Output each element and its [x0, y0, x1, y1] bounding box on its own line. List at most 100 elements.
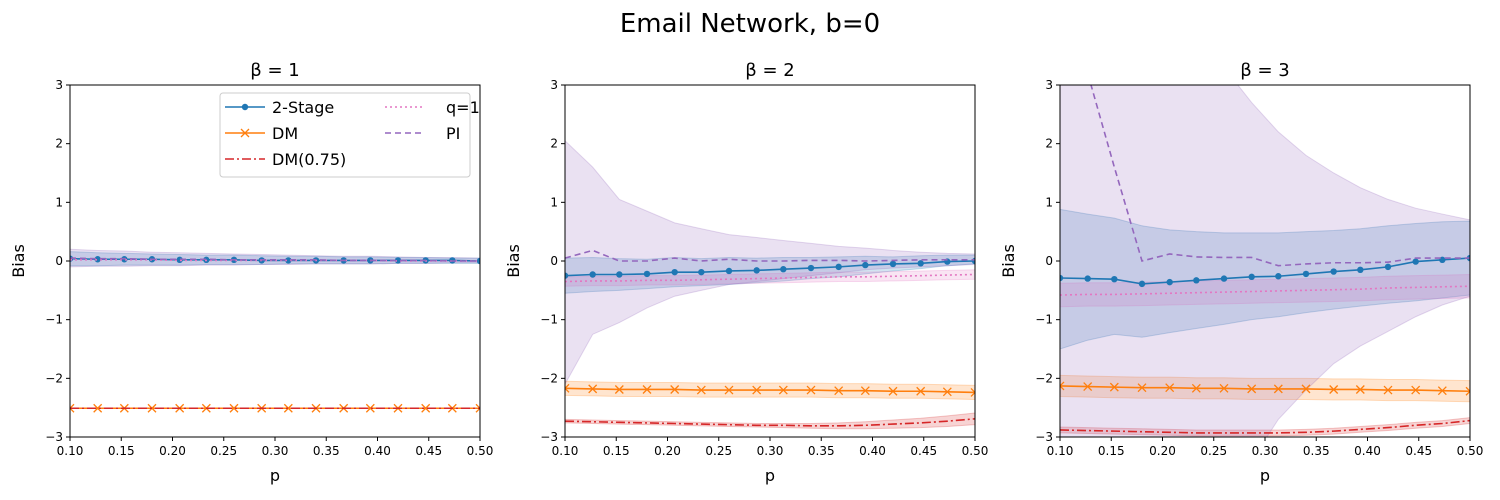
series-line: [1060, 419, 1470, 434]
y-axis-label: Bias: [9, 244, 28, 278]
marker: [1465, 386, 1470, 396]
marker: [1109, 382, 1119, 392]
marker: [1411, 385, 1421, 395]
legend-label: DM: [272, 124, 298, 143]
marker: [1437, 386, 1447, 396]
marker: [862, 261, 869, 269]
marker: [643, 270, 651, 278]
confidence-band: [70, 248, 480, 268]
marker: [365, 403, 375, 413]
marker: [752, 385, 762, 395]
marker: [942, 387, 952, 397]
plot-area: [565, 140, 975, 430]
y-tick-label: 3: [550, 78, 558, 92]
y-tick-label: 0: [55, 254, 63, 268]
y-tick-label: 3: [55, 78, 63, 92]
marker: [970, 387, 975, 397]
y-tick-label: 2: [55, 137, 63, 151]
marker: [1060, 381, 1065, 391]
series-line: [1060, 285, 1470, 296]
marker: [1165, 383, 1175, 393]
x-tick-label: 0.30: [262, 444, 289, 458]
marker: [753, 267, 760, 274]
marker: [1247, 384, 1257, 394]
series-line: [1060, 257, 1470, 285]
marker: [860, 386, 870, 396]
series-line: [1060, 385, 1470, 393]
marker: [476, 257, 480, 265]
marker: [889, 260, 897, 268]
x-tick-label: 0.50: [1457, 444, 1484, 458]
y-tick-label: −2: [540, 371, 558, 385]
marker: [642, 385, 652, 394]
marker: [1301, 384, 1311, 394]
x-tick-label: 0.45: [910, 444, 937, 458]
series-line: [1090, 85, 1470, 267]
x-tick-label: 0.15: [603, 444, 630, 458]
legend-label: 2-Stage: [272, 98, 334, 117]
marker: [565, 272, 569, 279]
legend-box: [219, 92, 471, 178]
marker: [285, 257, 292, 264]
marker: [1060, 274, 1064, 282]
series-line: [565, 418, 975, 427]
marker: [696, 385, 706, 395]
marker: [394, 257, 402, 264]
x-tick-label: 0.20: [654, 444, 681, 458]
marker: [283, 403, 293, 413]
y-tick-label: 0: [1045, 254, 1053, 268]
x-tick-label: 0.35: [808, 444, 835, 458]
y-tick-label: −2: [45, 371, 63, 385]
y-tick-label: 1: [55, 195, 63, 209]
x-tick-label: 0.35: [313, 444, 340, 458]
series-line: [565, 387, 975, 394]
marker: [176, 256, 183, 264]
series-line: [565, 249, 975, 262]
y-tick-label: 0: [550, 254, 558, 268]
x-tick-label: 0.50: [467, 444, 494, 458]
marker: [724, 385, 734, 395]
marker: [616, 271, 623, 278]
marker: [698, 268, 705, 276]
marker: [1219, 383, 1229, 393]
legend-marker: [241, 103, 249, 111]
marker: [588, 384, 598, 394]
x-tick-label: 0.45: [1405, 444, 1432, 458]
y-tick-label: −1: [540, 313, 558, 327]
marker: [778, 385, 788, 395]
y-axis-label: Bias: [504, 244, 523, 278]
marker: [916, 386, 926, 396]
legend-label: DM(0.75): [272, 150, 346, 169]
marker: [1275, 273, 1282, 280]
marker: [1083, 382, 1093, 392]
x-tick-label: 0.40: [859, 444, 886, 458]
x-axis-label: p: [1260, 466, 1270, 485]
x-tick-label: 0.35: [1303, 444, 1330, 458]
marker: [671, 268, 678, 276]
confidence-band: [565, 140, 975, 386]
x-tick-label: 0.15: [108, 444, 135, 458]
series-line: [565, 273, 975, 283]
marker: [421, 403, 431, 413]
marker: [1191, 383, 1201, 393]
x-tick-label: 0.40: [1354, 444, 1381, 458]
x-tick-label: 0.10: [57, 444, 84, 458]
plot-area: [1060, 85, 1470, 437]
marker: [1302, 270, 1310, 278]
marker: [70, 403, 75, 413]
marker: [1166, 278, 1173, 286]
marker: [1138, 280, 1146, 288]
marker: [1412, 258, 1419, 265]
x-tick-label: 0.50: [962, 444, 989, 458]
y-tick-label: −2: [1035, 371, 1053, 385]
marker: [475, 403, 480, 413]
marker: [725, 267, 733, 275]
y-tick-label: 2: [1045, 137, 1053, 151]
y-tick-label: 1: [1045, 195, 1053, 209]
marker: [1111, 275, 1118, 283]
marker: [834, 386, 844, 396]
confidence-band: [1060, 417, 1470, 437]
confidence-band: [1060, 85, 1470, 437]
